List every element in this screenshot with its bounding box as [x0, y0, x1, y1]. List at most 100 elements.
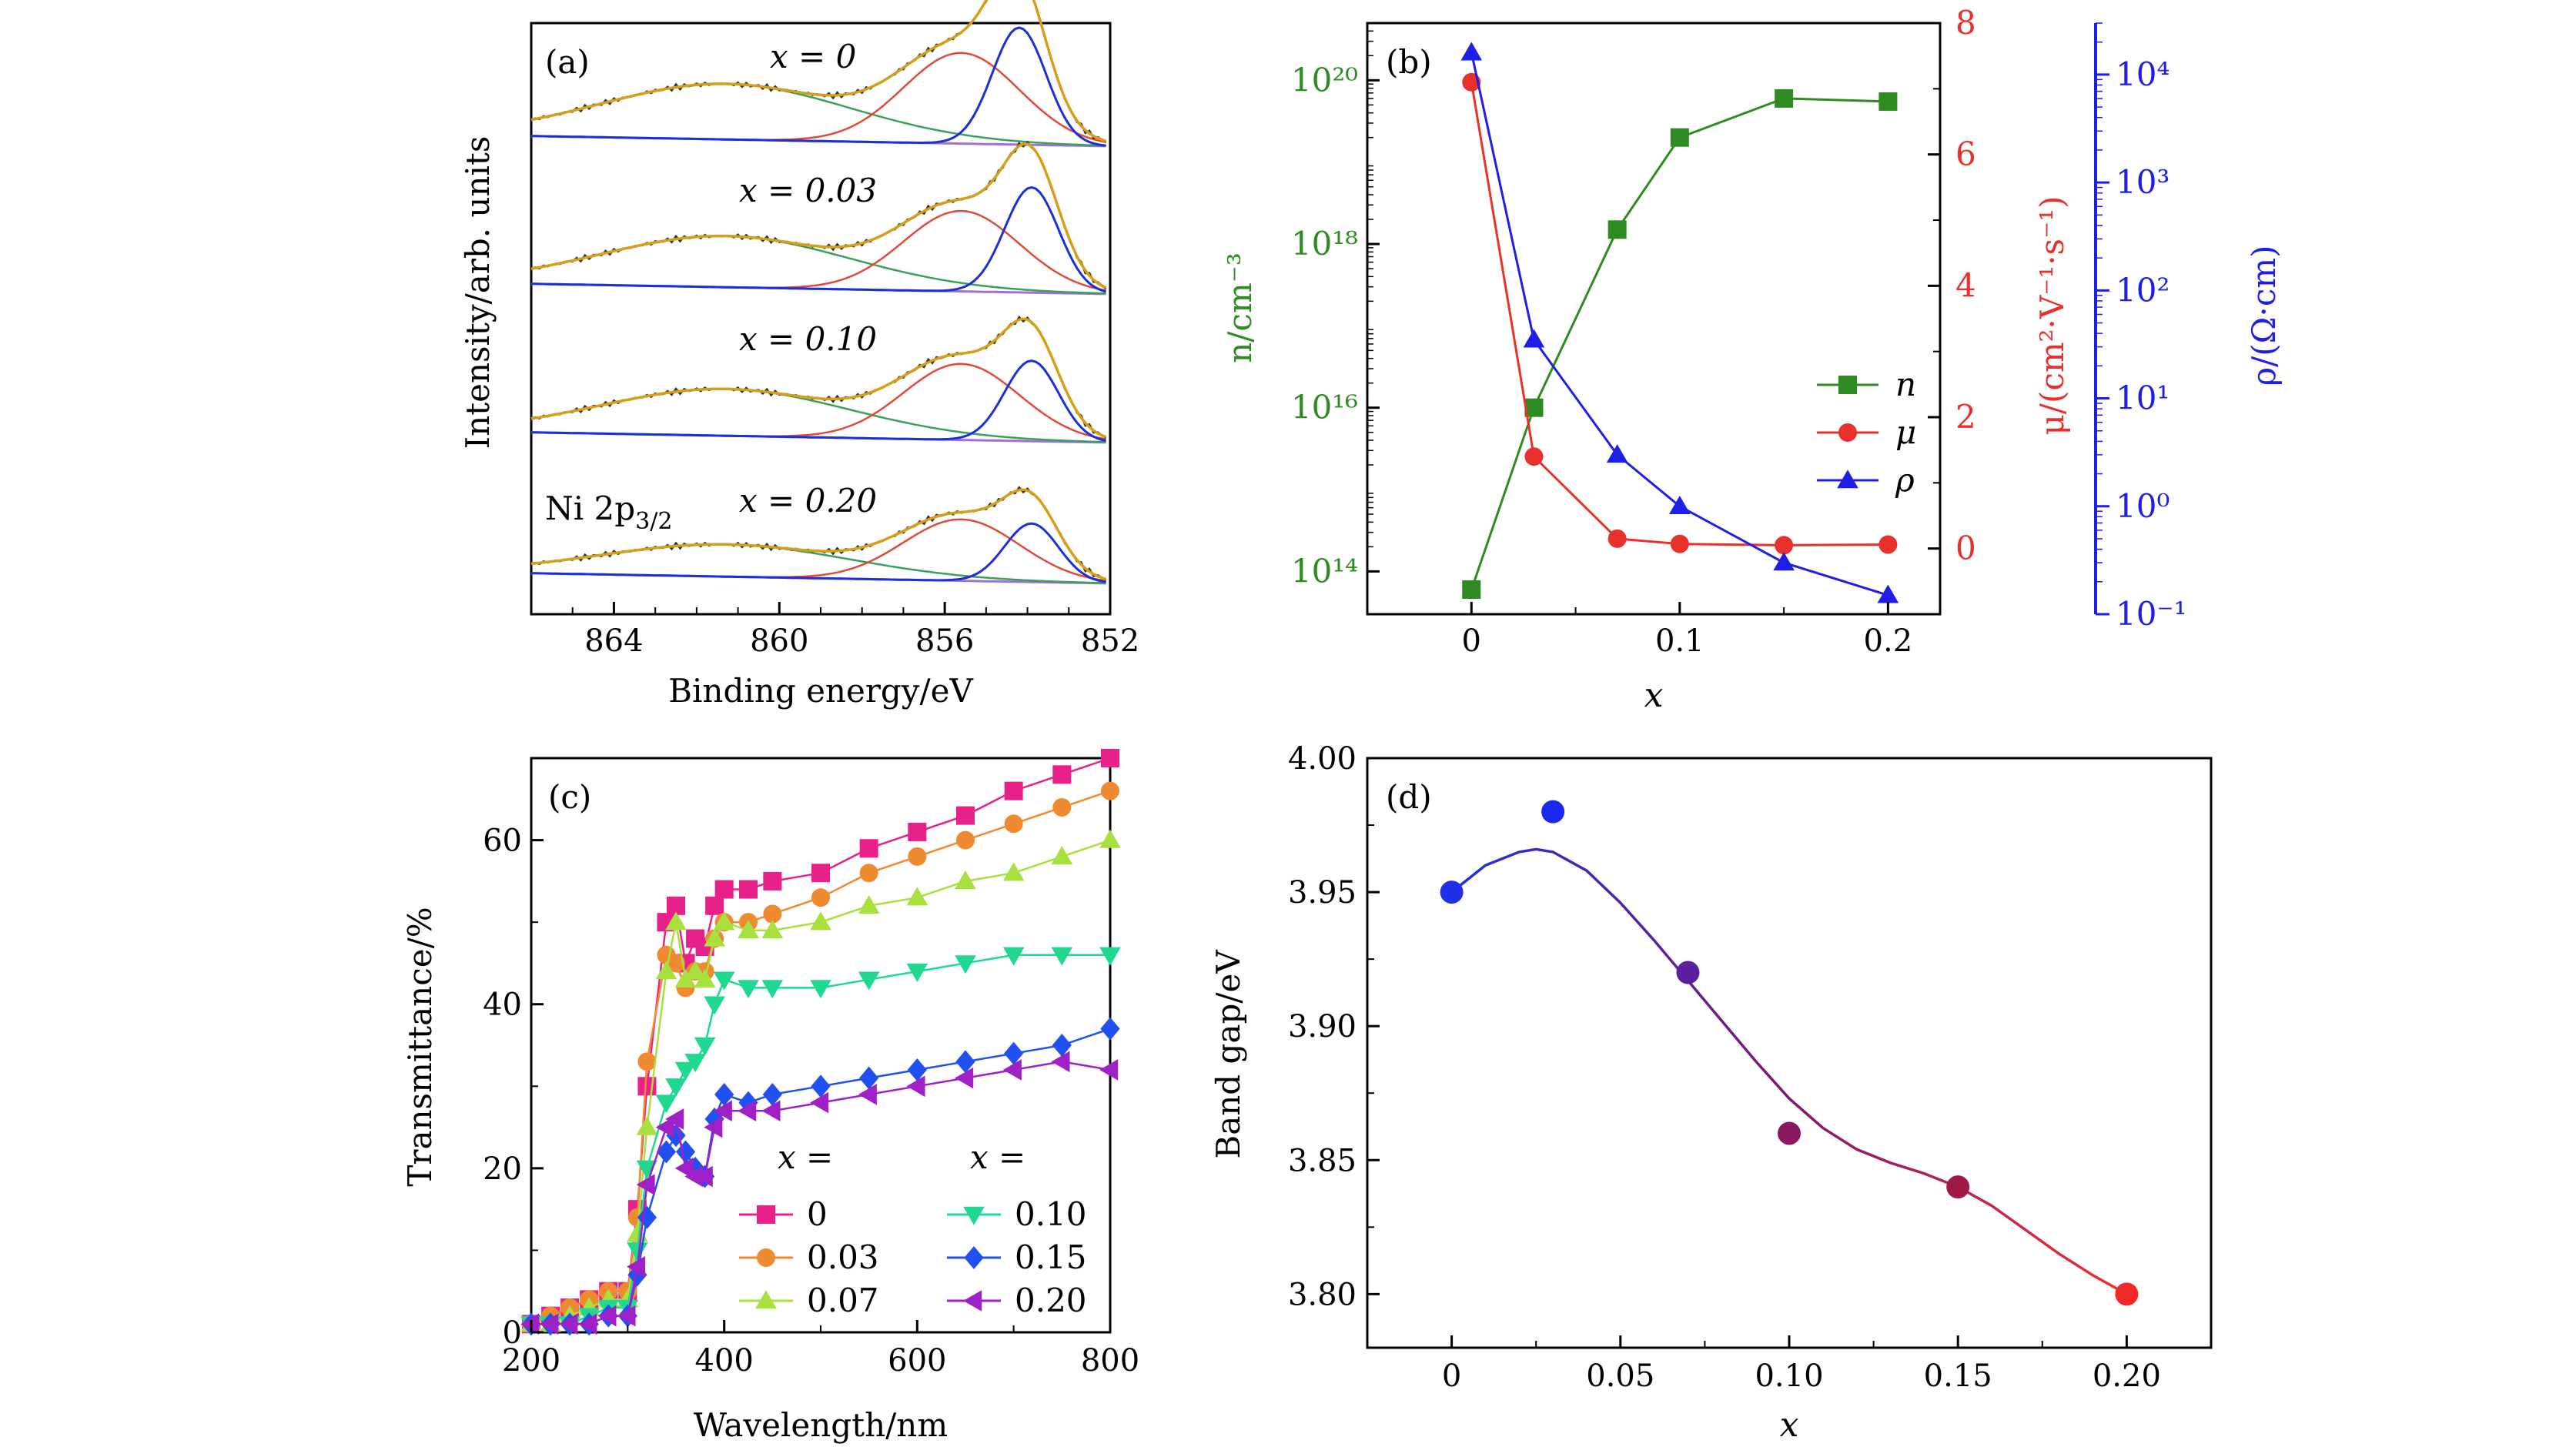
data-point [1004, 1041, 1024, 1065]
x-tick-label: 0 [1462, 623, 1481, 659]
panel-b-electrical: 0 0.1 0.2 10¹⁴ 10¹⁶ 10¹⁸ 10²⁰ 0 2 4 6 8 10⁻¹ 10⁰ 10¹ 10… [1221, 4, 2283, 715]
data-point [956, 830, 975, 850]
data-point [763, 904, 782, 924]
data-point [906, 1075, 925, 1098]
data-point [713, 911, 735, 931]
x-tick-label: 0.15 [1924, 1358, 1992, 1394]
data-point [1002, 947, 1025, 966]
y-tick-label-mu: 2 [1955, 398, 1976, 436]
data-point [636, 1116, 658, 1135]
data-point [763, 871, 782, 891]
data-point [665, 911, 687, 931]
data-point [656, 1140, 677, 1164]
bandgap-data-point [1440, 881, 1464, 904]
y-tick-label: 60 [483, 824, 522, 859]
data-point [858, 1084, 877, 1105]
data-point [859, 1066, 879, 1090]
data-point [655, 961, 677, 980]
data-point-n [1607, 220, 1627, 239]
data-point [1002, 1059, 1022, 1081]
data-point [684, 1165, 704, 1188]
data-point [665, 1108, 684, 1130]
panel-d-frame [1366, 757, 2213, 1349]
data-point [540, 1313, 559, 1335]
legend-marker-mu [1838, 423, 1857, 442]
data-point [811, 864, 830, 883]
data-point [636, 1160, 658, 1179]
panel-d-bandgap: 0 0.05 0.10 0.15 0.20 3.80 3.85 3.90 3.95 4.00 (d… [1209, 741, 2213, 1445]
panel-a-xlabel: Binding energy/eV [668, 672, 973, 710]
data-point [637, 1205, 657, 1229]
data-point [694, 1037, 716, 1056]
data-point [627, 1255, 646, 1278]
y-tick-label: 3.85 [1288, 1143, 1357, 1178]
data-point [704, 996, 725, 1015]
legend-label-mu: μ [1895, 413, 1916, 451]
data-point [714, 1082, 734, 1106]
panel-b-frame [1366, 22, 1942, 616]
y-tick-label-rho: 10³ [2116, 163, 2170, 201]
series-line [531, 1028, 1111, 1325]
y-tick-label-n: 10¹⁸ [1291, 225, 1358, 262]
data-point [955, 1050, 975, 1074]
data-point [859, 839, 878, 858]
panel-b-xlabel: x [1644, 676, 1664, 715]
data-point-mu [1670, 534, 1689, 553]
legend-label: 0 [807, 1195, 828, 1233]
data-point [520, 1313, 540, 1335]
y-tick-label-rho: 10⁰ [2116, 487, 2170, 525]
y-tick-label: 0 [503, 1315, 522, 1351]
data-point [655, 1116, 674, 1138]
data-point [1051, 1051, 1070, 1073]
series-mu [1462, 72, 1898, 555]
data-point [1004, 781, 1023, 800]
x-tick-label: 0.20 [2093, 1358, 2161, 1394]
data-point [739, 880, 758, 899]
y-tick-label-rho: 10⁴ [2116, 55, 2170, 93]
data-point [684, 1054, 706, 1073]
y-tick-label-rho: 10⁻¹ [2116, 595, 2186, 633]
y-tick-label-n: 10¹⁶ [1291, 389, 1358, 426]
xps-fit-envelope-line [530, 317, 1107, 439]
data-point-n [1462, 580, 1481, 599]
bandgap-data-point [1946, 1175, 1970, 1199]
data-point [810, 980, 831, 999]
panel-b-ylabel-mu: μ/(cm²·V⁻¹·s⁻¹) [2033, 195, 2071, 435]
xps-fit-envelope-line [530, 142, 1107, 289]
data-point [738, 920, 759, 938]
x-tick-label: 800 [1081, 1343, 1139, 1378]
data-point [636, 1174, 655, 1195]
data-point [1099, 829, 1121, 848]
data-point [684, 961, 706, 980]
data-point [713, 1100, 732, 1122]
data-point [627, 1223, 648, 1242]
legend-header: x = [778, 1138, 833, 1176]
bandgap-data-point [1778, 1121, 1801, 1145]
panel-d-label: (d) [1386, 778, 1432, 816]
legend-label: 0.20 [1015, 1282, 1087, 1319]
xps-spectrum-group: x = 0 [530, 0, 1107, 148]
data-point [738, 980, 759, 999]
legend-marker-rho [1837, 470, 1858, 489]
series-line-n [1470, 97, 1889, 590]
series-line-mu [1470, 82, 1889, 546]
data-point [694, 968, 716, 988]
data-point [1101, 781, 1119, 800]
xps-ni2-peak-line [530, 185, 1107, 293]
data-point [1051, 846, 1073, 865]
legend-marker-n [1838, 376, 1857, 394]
data-point [1052, 1034, 1072, 1057]
xps-ni2-peak-line [530, 26, 1106, 147]
y-tick-label-mu: 8 [1955, 4, 1976, 42]
data-point [955, 955, 976, 974]
panel-c-label: (c) [548, 778, 591, 816]
data-point-mu [1607, 529, 1627, 548]
data-point [810, 1091, 829, 1114]
data-point [637, 1052, 657, 1071]
x-tick-label: 860 [750, 623, 808, 659]
panel-b-label: (b) [1386, 43, 1432, 81]
xps-series-label: x = 0 [770, 38, 856, 75]
xps-fit-envelope-line [530, 488, 1107, 581]
data-point [705, 896, 724, 915]
